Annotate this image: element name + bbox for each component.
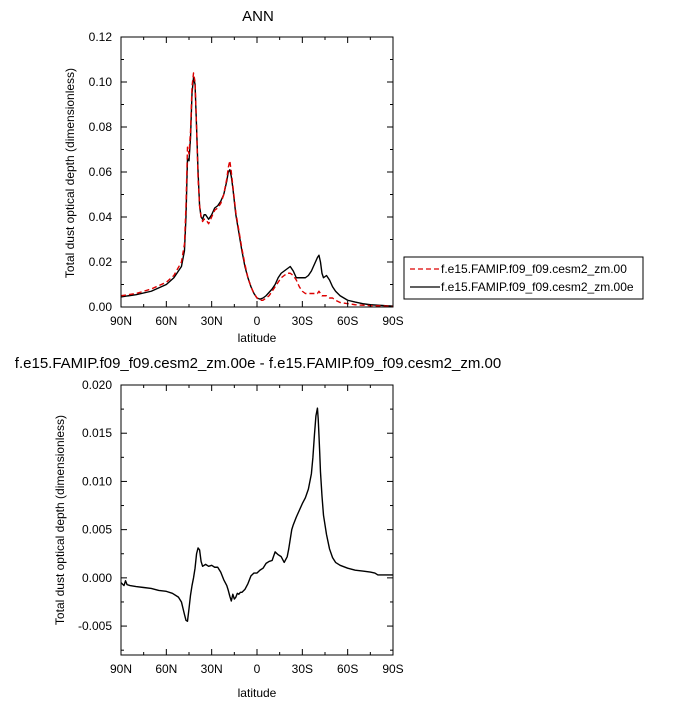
top-y-tick-label: 0.04 — [89, 210, 113, 224]
top-plot-frame — [120, 36, 394, 308]
legend-entry-00e: f.e15.FAMIP.f09_f09.cesm2_zm.00e — [441, 280, 634, 294]
bottom-y-tick-label: 0.010 — [82, 474, 112, 488]
top-x-tick-label: 30N — [201, 314, 223, 328]
bottom-y-axis-label: Total dust optical depth (dimensionless) — [53, 415, 67, 625]
bottom-y-tick-label: 0.015 — [82, 426, 112, 440]
top-y-tick-label: 0.00 — [89, 300, 113, 314]
bottom-panel: f.e15.FAMIP.f09_f09.cesm2_zm.00e - f.e15… — [15, 355, 501, 700]
top-y-tick-label: 0.06 — [89, 165, 113, 179]
top-y-tick-label: 0.02 — [89, 255, 113, 269]
bottom-x-axis-label: latitude — [238, 686, 277, 700]
top-y-axis-label: Total dust optical depth (dimensionless) — [63, 68, 77, 278]
top-series-line-black-solid — [120, 76, 394, 307]
bottom-x-tick-label: 30N — [201, 662, 223, 676]
bottom-y-tick-label: 0.000 — [82, 571, 112, 585]
top-x-tick-label: 90N — [110, 314, 132, 328]
bottom-x-tick-label: 30S — [292, 662, 313, 676]
top-panel: ANN 90N 60N 30N 0 30S 60S 90S 0.00 0.02 0.04 0.06 0… — [63, 8, 644, 345]
top-x-tick-label: 0 — [254, 314, 261, 328]
bottom-chart-title: f.e15.FAMIP.f09_f09.cesm2_zm.00e - f.e15… — [15, 355, 501, 372]
top-x-tick-label: 60S — [337, 314, 358, 328]
legend-entry-00: f.e15.FAMIP.f09_f09.cesm2_zm.00 — [441, 262, 627, 276]
top-chart-title: ANN — [242, 8, 274, 25]
bottom-x-tick-label: 0 — [254, 662, 261, 676]
top-y-tick-label: 0.10 — [89, 75, 113, 89]
top-y-tick-label: 0.12 — [89, 30, 113, 44]
bottom-series-line-black-solid — [120, 407, 393, 622]
bottom-y-tick-label: 0.005 — [82, 523, 112, 537]
bottom-x-tick-label: 60S — [337, 662, 358, 676]
top-series-line-red-dashed — [120, 72, 394, 308]
top-x-tick-label: 90S — [382, 314, 403, 328]
bottom-x-tick-label: 60N — [155, 662, 177, 676]
legend: f.e15.FAMIP.f09_f09.cesm2_zm.00 f.e15.FA… — [403, 256, 644, 300]
bottom-x-tick-label: 90S — [382, 662, 403, 676]
bottom-x-tick-label: 90N — [110, 662, 132, 676]
legend-box — [403, 256, 644, 300]
bottom-plot-frame — [120, 384, 394, 656]
top-x-tick-label: 60N — [155, 314, 177, 328]
bottom-y-tick-label: 0.020 — [82, 378, 112, 392]
top-x-tick-label: 30S — [292, 314, 313, 328]
bottom-y-tick-label: -0.005 — [78, 619, 112, 633]
top-x-axis-label: latitude — [238, 331, 277, 345]
top-y-tick-label: 0.08 — [89, 120, 113, 134]
